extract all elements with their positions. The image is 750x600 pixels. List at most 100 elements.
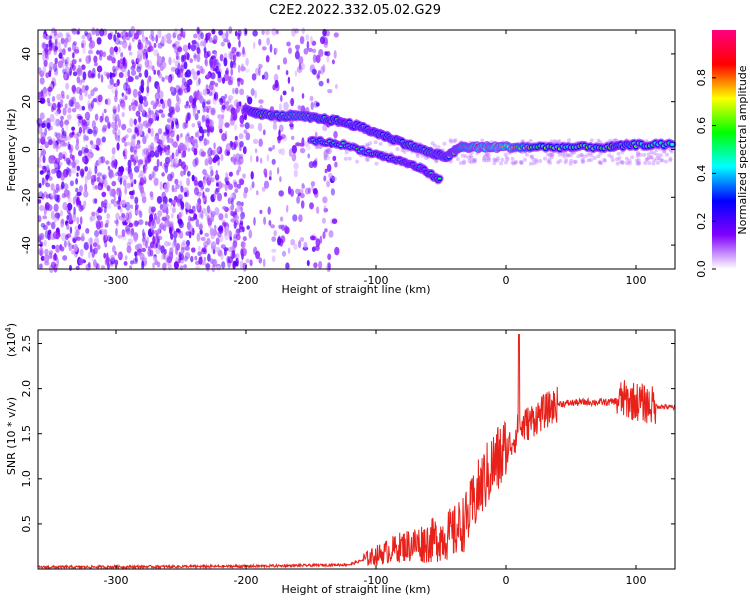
heatmap-cell <box>303 48 309 55</box>
heatmap-cell <box>274 79 279 89</box>
heatmap-cell <box>233 219 239 226</box>
heatmap-cell <box>78 126 83 134</box>
heatmap-cell <box>163 131 168 136</box>
heatmap-cell <box>221 114 225 119</box>
heatmap-cell <box>299 237 305 242</box>
heatmap-cell <box>81 84 86 94</box>
heatmap-cell <box>137 91 141 96</box>
heatmap-cell <box>503 152 508 157</box>
heatmap-cell <box>121 123 127 131</box>
heatmap-cell <box>368 141 373 146</box>
heatmap-cell <box>127 159 132 169</box>
heatmap-cell <box>169 204 173 210</box>
heatmap-cell <box>69 180 74 187</box>
heatmap-cell <box>200 256 203 261</box>
heatmap-cell <box>63 142 68 147</box>
heatmap-cell <box>301 61 304 70</box>
heatmap-cell <box>209 58 213 68</box>
heatmap-cell <box>212 259 218 267</box>
heatmap-cell <box>49 193 54 198</box>
heatmap-cell <box>144 58 150 68</box>
heatmap-cell <box>106 185 112 191</box>
heatmap-cell <box>231 201 235 210</box>
heatmap-cell <box>137 94 141 100</box>
colorbar-tick-label: 0.2 <box>695 212 708 230</box>
heatmap-cell <box>73 49 80 54</box>
heatmap-cell <box>130 260 134 265</box>
heatmap-cell <box>647 161 652 165</box>
heatmap-cell <box>207 149 210 156</box>
heatmap-cell <box>128 190 134 196</box>
x-tick-label: -100 <box>364 274 389 287</box>
heatmap-cell <box>492 161 497 166</box>
heatmap-cell <box>596 138 601 143</box>
heatmap-cell <box>111 180 117 187</box>
heatmap-cell <box>78 204 84 212</box>
heatmap-cell <box>63 157 68 162</box>
heatmap-cell <box>76 165 81 172</box>
heatmap-cell <box>326 78 330 84</box>
heatmap-cell <box>95 219 101 227</box>
heatmap-cell <box>38 247 44 257</box>
heatmap-cell <box>220 153 224 162</box>
heatmap-cell <box>120 52 124 58</box>
heatmap-cell <box>94 62 98 67</box>
heatmap-cell <box>123 83 127 91</box>
heatmap-cell <box>178 219 183 226</box>
heatmap-cell <box>123 261 128 266</box>
heatmap-cell <box>48 39 52 47</box>
heatmap-cell <box>91 248 96 258</box>
heatmap-cell <box>323 154 327 161</box>
y-tick-label: 2.5 <box>20 335 33 353</box>
heatmap-cell <box>236 159 242 166</box>
heatmap-cell <box>82 128 86 134</box>
heatmap-cell <box>81 34 86 40</box>
heatmap-cell <box>160 134 166 143</box>
heatmap-cell <box>58 152 64 161</box>
heatmap-cell <box>89 244 93 253</box>
heatmap-cell <box>213 142 216 150</box>
heatmap-cell <box>125 212 130 221</box>
heatmap-cell <box>81 105 86 111</box>
heatmap-cell <box>117 118 122 128</box>
heatmap-cell <box>174 159 178 167</box>
heatmap-cell <box>291 152 297 162</box>
heatmap-cell <box>196 70 201 76</box>
heatmap-cell <box>285 262 290 270</box>
heatmap-cell <box>130 135 136 142</box>
heatmap-cell <box>248 229 253 239</box>
heatmap-cell <box>114 251 117 256</box>
heatmap-cell <box>272 123 278 131</box>
heatmap-cell <box>97 207 102 213</box>
heatmap-cell <box>201 114 206 123</box>
heatmap-cell <box>415 154 420 158</box>
heatmap-cell <box>62 48 66 56</box>
heatmap-cell <box>581 159 586 163</box>
heatmap-cell <box>265 55 270 63</box>
heatmap-cell <box>99 49 104 57</box>
heatmap-cell <box>467 155 472 160</box>
heatmap-cell <box>215 265 221 271</box>
heatmap-cell <box>151 113 157 121</box>
heatmap-cell <box>259 209 263 214</box>
heatmap-cell <box>101 136 106 143</box>
heatmap-cell <box>145 240 148 249</box>
heatmap-cell <box>87 49 94 55</box>
heatmap-cell <box>66 202 73 211</box>
heatmap-cell <box>54 131 58 137</box>
heatmap-cell <box>145 133 149 139</box>
heatmap-cell <box>159 181 163 191</box>
heatmap-cell <box>117 135 121 142</box>
heatmap-cell <box>173 161 177 169</box>
heatmap-cell <box>114 89 118 98</box>
heatmap-cell <box>66 190 71 199</box>
heatmap-cell <box>210 63 215 72</box>
heatmap-cell <box>198 212 202 218</box>
heatmap-cell <box>78 93 84 101</box>
heatmap-cell <box>74 46 80 53</box>
heatmap-cell <box>195 131 198 138</box>
heatmap-cell <box>137 103 143 111</box>
heatmap-cell <box>141 260 145 270</box>
heatmap-cell <box>228 171 233 177</box>
